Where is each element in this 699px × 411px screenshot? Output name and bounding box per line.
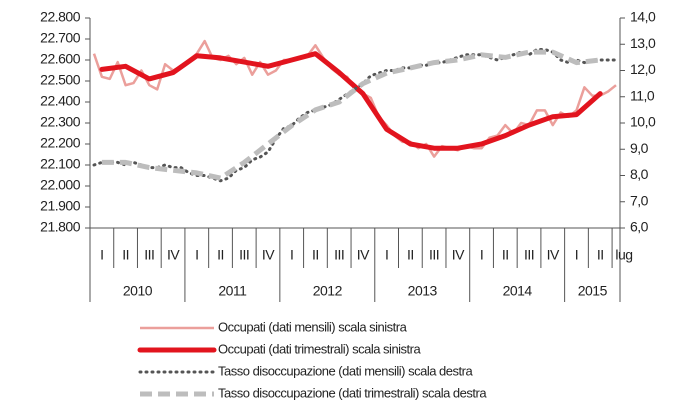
y-tick-label: 22.200: [40, 135, 81, 151]
y-tick-label: 22.400: [40, 93, 81, 109]
y2-tick-label: 9,0: [630, 140, 649, 156]
series-line: [99, 51, 603, 151]
y-tick-label: 21.800: [40, 219, 81, 235]
series-line: [101, 49, 601, 181]
x-tick-label: III: [524, 247, 534, 263]
y2-tick-label: 11,0: [630, 87, 655, 103]
y2-tick-label: 12,0: [630, 61, 656, 77]
x-tick-label: II: [407, 247, 414, 263]
y-tick-label: 22.600: [40, 51, 81, 67]
x-tick-label: II: [597, 247, 604, 263]
x-tick-label: II: [502, 247, 509, 263]
y2-tick-label: 14,0: [630, 9, 656, 25]
x-tick-label: II: [312, 247, 319, 263]
year-label: 2015: [578, 283, 608, 299]
series-line: [92, 48, 618, 183]
x-tick-label: III: [334, 247, 344, 263]
x-tick-label: III: [429, 247, 439, 263]
legend-label: Occupati (dati mensili) scala sinistra: [218, 319, 408, 334]
legend-label: Occupati (dati trimestrali) scala sinist…: [218, 341, 421, 356]
year-label: 2010: [123, 283, 153, 299]
y2-tick-label: 7,0: [630, 192, 649, 208]
legend-label: Tasso disoccupazione (dati trimestrali) …: [218, 385, 487, 400]
y-tick-label: 22.100: [40, 156, 81, 172]
year-label: 2011: [218, 283, 247, 299]
x-tick-label: IV: [262, 247, 275, 263]
x-tick-label: IV: [167, 247, 180, 263]
year-label: 2014: [503, 283, 533, 299]
y-tick-label: 21.900: [40, 198, 81, 214]
x-tick-label: lug: [615, 247, 632, 263]
y2-tick-label: 10,0: [630, 114, 656, 130]
legend-label: Tasso disoccupazione (dati mensili) scal…: [218, 363, 473, 378]
series-line: [92, 39, 617, 158]
x-tick-label: II: [217, 247, 224, 263]
x-tick-label: IV: [357, 247, 370, 263]
x-tick-label: I: [575, 247, 578, 263]
x-tick-label: I: [385, 247, 388, 263]
y2-tick-label: 13,0: [630, 35, 656, 51]
y-tick-label: 22.700: [40, 30, 81, 46]
year-label: 2013: [408, 283, 438, 299]
x-tick-label: IV: [547, 247, 560, 263]
year-label: 2012: [313, 283, 343, 299]
x-tick-label: I: [480, 247, 483, 263]
y-tick-label: 22.800: [40, 9, 81, 25]
y-tick-label: 22.000: [40, 177, 81, 193]
y2-tick-label: 8,0: [630, 166, 649, 182]
x-tick-label: III: [239, 247, 249, 263]
x-tick-label: IV: [452, 247, 465, 263]
x-tick-label: I: [195, 247, 198, 263]
x-tick-label: II: [122, 247, 129, 263]
x-tick-label: III: [144, 247, 154, 263]
x-tick-label: I: [290, 247, 293, 263]
y-tick-label: 22.300: [40, 114, 81, 130]
y2-tick-label: 6,0: [630, 219, 649, 235]
x-tick-label: I: [100, 247, 103, 263]
y-tick-label: 22.500: [40, 72, 81, 88]
